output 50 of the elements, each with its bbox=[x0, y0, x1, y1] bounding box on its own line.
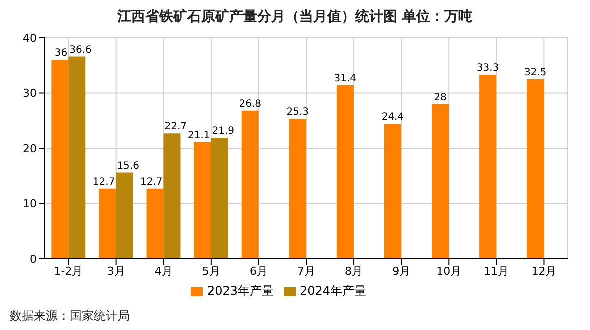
data-label: 32.5 bbox=[524, 67, 547, 78]
bar bbox=[384, 124, 402, 259]
bar bbox=[211, 138, 228, 259]
x-tick-label: 7月 bbox=[298, 264, 316, 278]
data-label: 33.3 bbox=[476, 63, 500, 74]
x-tick-label: 9月 bbox=[392, 264, 411, 278]
y-tick-label: 40 bbox=[23, 32, 37, 45]
data-label: 12.7 bbox=[92, 176, 116, 188]
x-tick-label: 12月 bbox=[532, 264, 557, 278]
source-note: 数据来源：国家统计局 bbox=[10, 308, 130, 325]
y-tick-label: 10 bbox=[23, 198, 37, 211]
bar bbox=[52, 60, 69, 259]
data-label: 24.4 bbox=[382, 112, 404, 124]
bar bbox=[432, 104, 450, 259]
data-label: 31.4 bbox=[334, 74, 357, 85]
bar bbox=[289, 119, 306, 259]
x-tick-label: 10月 bbox=[436, 264, 462, 278]
bar bbox=[146, 188, 164, 259]
bar bbox=[164, 134, 181, 259]
bar bbox=[99, 188, 116, 259]
bar bbox=[116, 172, 134, 259]
data-label: 36.6 bbox=[70, 44, 92, 56]
y-tick-label: 20 bbox=[23, 142, 37, 156]
data-label: 25.3 bbox=[286, 107, 310, 118]
x-tick-label: 4月 bbox=[154, 264, 173, 278]
x-tick-label: 8月 bbox=[345, 264, 364, 278]
chart-title: 江西省铁矿石原矿产量分月（当月值）统计图 单位：万吨 bbox=[116, 8, 474, 26]
legend-label: 2023年产量 bbox=[207, 284, 274, 298]
x-tick-label: 6月 bbox=[250, 264, 268, 278]
x-tick-label: 11月 bbox=[484, 264, 510, 278]
data-label: 21.9 bbox=[212, 126, 235, 138]
data-label: 28 bbox=[434, 92, 447, 104]
data-label: 15.6 bbox=[117, 160, 140, 172]
x-tick-label: 1-2月 bbox=[54, 264, 84, 278]
bar bbox=[68, 56, 86, 259]
legend-label: 2024年产量 bbox=[300, 284, 367, 298]
data-label: 12.7 bbox=[140, 176, 163, 188]
data-label: 26.8 bbox=[239, 98, 262, 110]
bar bbox=[527, 79, 544, 259]
bar bbox=[194, 142, 212, 259]
x-tick-label: 5月 bbox=[202, 264, 220, 278]
data-label: 22.7 bbox=[164, 122, 188, 133]
x-tick-label: 3月 bbox=[107, 264, 126, 278]
data-label: 36 bbox=[54, 48, 68, 60]
bar bbox=[480, 75, 497, 259]
data-label: 21.1 bbox=[188, 130, 210, 142]
bar bbox=[336, 86, 354, 259]
y-tick-label: 30 bbox=[23, 87, 37, 100]
y-tick-label: 0 bbox=[30, 252, 37, 266]
bar bbox=[242, 110, 259, 259]
